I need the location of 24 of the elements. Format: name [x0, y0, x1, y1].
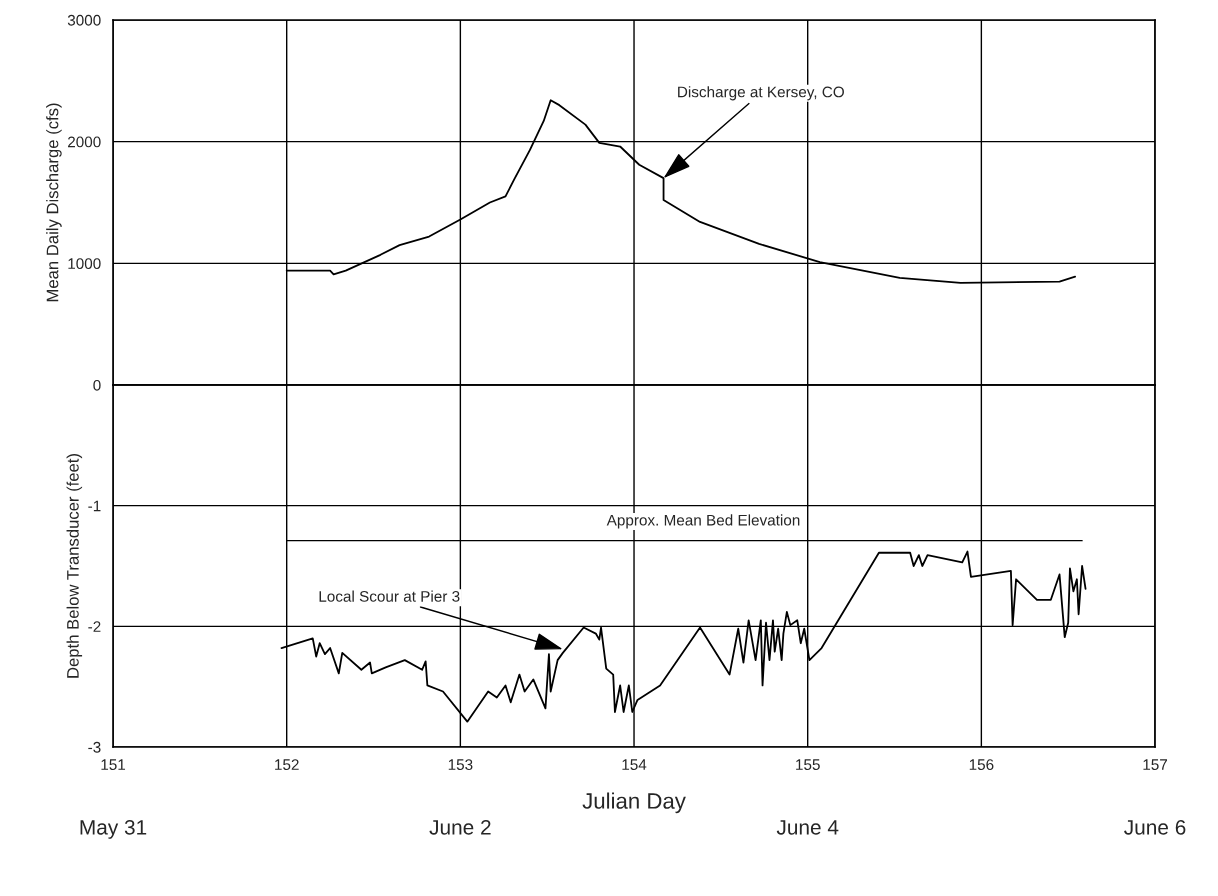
x-tick-label: 157 [1143, 759, 1168, 771]
y-axis-title: Mean Daily Discharge (cfs) [46, 103, 62, 302]
y-tick-label: -1 [88, 500, 101, 512]
x-tick-label: 154 [622, 759, 647, 771]
text: May 31 [80, 819, 147, 839]
y-axis-title: Depth Below Transducer (feet) [66, 454, 83, 678]
x-tick-label: 153 [448, 759, 473, 771]
y-tick-label: -3 [88, 741, 101, 753]
text: June 4 [776, 820, 839, 835]
x-tick-label: 155 [796, 759, 820, 771]
y-tick-label: 3000 [67, 14, 101, 26]
text: June 6 [1124, 819, 1186, 835]
ref-line-label: Approx. Mean Bed Elevation [606, 514, 800, 529]
x-tick-label: 156 [969, 759, 994, 771]
x-tick-label: 152 [275, 759, 299, 771]
annotation: Discharge at Kersey, CO [678, 86, 844, 101]
y-tick-label: 1000 [68, 258, 101, 270]
y-tick-label: 0 [93, 379, 101, 391]
y-tick-label: 2000 [68, 136, 101, 148]
x-tick-label: 151 [101, 759, 126, 771]
x-axis-title: Julian Day [582, 792, 686, 814]
y-tick-label: -2 [88, 621, 101, 632]
text: June 2 [429, 819, 491, 835]
annotation: Local Scour at Pier 3 [319, 590, 460, 602]
